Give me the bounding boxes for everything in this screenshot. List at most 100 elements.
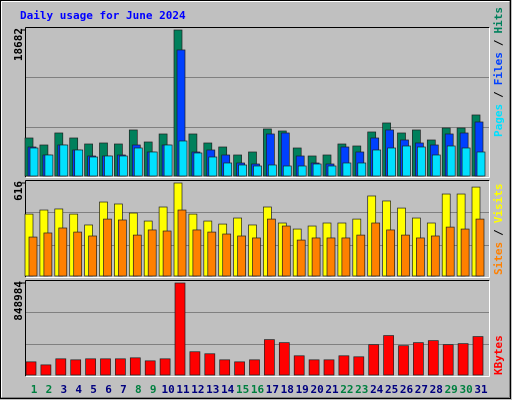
bar [252, 237, 261, 277]
bar [267, 218, 276, 277]
x-tick-label: 11 [176, 383, 190, 396]
bar [100, 358, 111, 376]
x-tick-label: 6 [105, 383, 112, 396]
bar [162, 230, 172, 277]
bar [40, 364, 52, 376]
bar [417, 146, 426, 177]
bar [73, 231, 83, 277]
bar [268, 164, 277, 177]
chart-title: Daily usage for June 2024 [20, 9, 186, 22]
bar [177, 209, 187, 277]
bar [278, 342, 290, 376]
x-tick-label: 22 [340, 383, 353, 396]
x-tick-label: 7 [120, 383, 127, 396]
x-tick-label: 20 [310, 383, 323, 396]
bar [413, 342, 424, 376]
bar [178, 140, 188, 177]
x-tick-label: 27 [415, 383, 428, 396]
bar [353, 356, 365, 376]
x-tick-label: 10 [161, 383, 174, 396]
x-tick-label: 16 [251, 383, 265, 396]
bar [219, 359, 231, 376]
x-tick-label: 2 [46, 383, 53, 396]
x-tick-label: 31 [474, 383, 488, 396]
x-tick-label: 30 [459, 383, 472, 396]
x-tick-label: 26 [400, 383, 414, 396]
bar [383, 335, 394, 376]
bar [89, 156, 98, 177]
bar [29, 147, 39, 177]
bar [431, 154, 441, 177]
bar [371, 222, 381, 277]
bar [103, 218, 112, 277]
bar [58, 227, 68, 277]
legend-separator: / [492, 91, 505, 98]
bar [88, 235, 97, 277]
bar [356, 234, 366, 277]
x-tick-label: 18 [281, 383, 294, 396]
legend-entry: KBytes [492, 335, 505, 375]
x-tick-label: 19 [296, 383, 309, 396]
bar [323, 359, 335, 376]
bar [192, 229, 202, 277]
y-tick-label: 848984 [12, 281, 25, 321]
bar [476, 151, 486, 177]
bar [148, 151, 158, 177]
bar [338, 355, 350, 376]
bar [326, 237, 336, 277]
bar [249, 359, 260, 376]
bar [308, 359, 320, 376]
bar [118, 219, 127, 277]
bar [281, 225, 291, 277]
bar [387, 147, 396, 177]
bar [253, 165, 262, 177]
bar [163, 144, 173, 177]
bar [70, 359, 82, 376]
bar [386, 229, 395, 277]
bar [472, 336, 484, 376]
x-tick-label: 4 [75, 383, 82, 396]
x-tick-label: 14 [221, 383, 235, 396]
bar [357, 162, 367, 177]
bar [402, 145, 411, 177]
bar [427, 340, 439, 376]
bar [341, 237, 351, 277]
bar [44, 154, 54, 177]
legend-separator: / [492, 39, 505, 46]
legend-separator: / [492, 229, 505, 236]
x-tick-label: 8 [135, 383, 142, 396]
bar [55, 358, 67, 376]
bar [312, 163, 322, 177]
x-tick-label: 1 [31, 383, 38, 396]
bar [457, 343, 469, 376]
x-tick-label: 24 [370, 383, 384, 396]
bar [398, 345, 409, 376]
bar [204, 353, 216, 376]
bar [461, 147, 471, 177]
bar [104, 155, 113, 177]
legend-entry: Pages [492, 104, 505, 137]
bar [446, 145, 456, 177]
legend: Pages / Files / Hits [492, 7, 505, 137]
legend-entry: Sites [492, 242, 505, 275]
y-tick-label: 616 [12, 181, 25, 201]
x-tick-label: 21 [325, 383, 339, 396]
bar [430, 235, 440, 277]
bar [296, 239, 306, 277]
bar [28, 236, 38, 277]
bar [475, 218, 485, 277]
bar [59, 144, 69, 177]
bar [282, 165, 292, 177]
bar [85, 358, 96, 376]
bar [238, 164, 247, 177]
bar [234, 361, 245, 376]
bar [115, 358, 126, 376]
bar [207, 231, 217, 277]
bar [297, 165, 307, 177]
x-tick-label: 3 [60, 383, 67, 396]
bar [293, 355, 305, 376]
bar [133, 147, 143, 177]
bar [460, 228, 470, 277]
legend-entry: Visits [492, 184, 505, 224]
bar [193, 152, 203, 177]
